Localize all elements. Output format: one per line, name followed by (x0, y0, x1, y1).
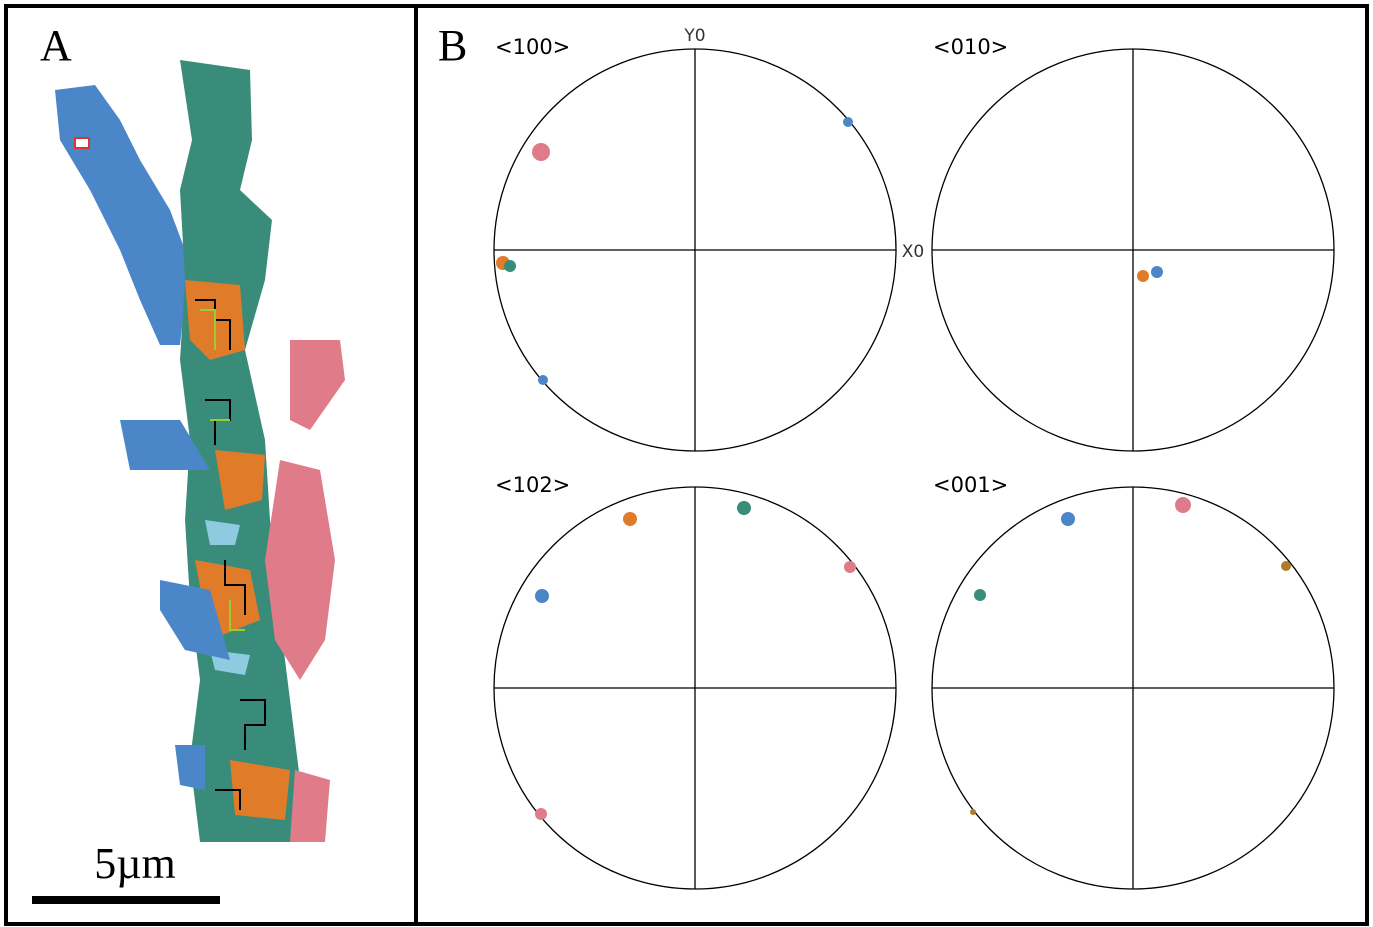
ebsd-map (55, 60, 345, 842)
pole-figure-title: <010> (933, 35, 1008, 59)
y-axis-label: Y0 (683, 26, 705, 46)
pole-figure-title: <001> (933, 473, 1008, 497)
clusters (496, 117, 1291, 820)
scale-bar (32, 896, 220, 904)
x-axis-label: X0 (902, 242, 924, 262)
pole-figure-title: <100> (495, 35, 570, 59)
panel-label: B (438, 21, 467, 70)
scale-bar-label: 5µm (94, 839, 176, 888)
pole-figure-title: <102> (495, 473, 570, 497)
panel-label: A (40, 21, 72, 70)
frame (4, 4, 1369, 926)
